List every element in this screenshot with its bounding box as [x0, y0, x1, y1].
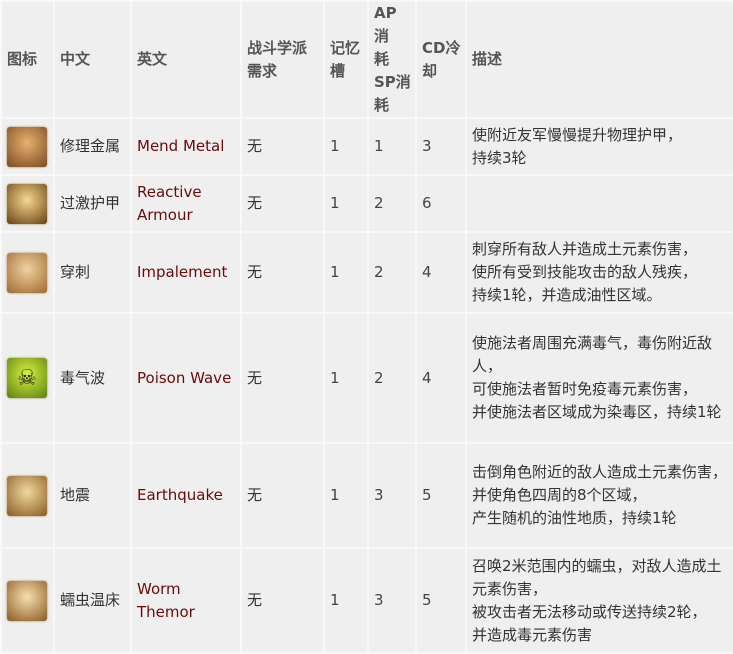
table-row: 穿刺 Impalement 无 1 2 4 刺穿所有敌人并造成土元素伤害， 使所有受到技能攻击… [0, 231, 733, 314]
ap-cost: 3 [367, 547, 417, 654]
chinese-name: 地震 [53, 442, 132, 549]
header-text: 耗 [374, 96, 390, 114]
cooldown: 5 [415, 547, 467, 654]
cooldown: 6 [415, 174, 467, 233]
chinese-name: 修理金属 [53, 117, 132, 176]
english-name: Worm Themor [130, 547, 242, 654]
header-memory-slot: 记忆槽 [323, 0, 369, 119]
header-text: 中文 [60, 50, 91, 68]
description-line: 被攻击者无法移动或传送持续2轮， [472, 602, 707, 621]
english-name: Mend Metal [130, 117, 242, 176]
icon-cell: ☠ [0, 312, 55, 444]
header-english: 英文 [130, 0, 242, 119]
description-line: 刺穿所有敌人并造成土元素伤害， [472, 240, 698, 258]
ap-cost: 2 [367, 312, 417, 444]
cooldown: 5 [415, 442, 467, 549]
memory-slot: 1 [323, 547, 369, 654]
header-cooldown: CD冷却 [415, 0, 467, 119]
school-requirement: 无 [240, 231, 325, 314]
header-text: 图标 [7, 50, 38, 68]
description: 使施法者周围充满毒气，毒伤附近敌人， 可使施法者暂时免疫毒元素伤害， 并使施法者区域… [465, 312, 733, 444]
header-text: 战斗学派 [247, 38, 308, 57]
school-requirement: 无 [240, 442, 325, 549]
school-requirement: 无 [240, 312, 325, 444]
table-row: 蠕虫温床 Worm Themor 无 1 3 5 召唤2米范围内的蠕虫，对敌人造成土元素伤害… [0, 547, 733, 654]
header-text: AP消 [374, 4, 397, 45]
icon-cell [0, 117, 55, 176]
cooldown: 4 [415, 312, 467, 444]
description-line: 使所有受到技能攻击的敌人残疾， [472, 263, 698, 281]
poison-wave-icon: ☠ [7, 358, 47, 398]
english-name: Earthquake [130, 442, 242, 549]
school-requirement: 无 [240, 117, 325, 176]
description-line: 产生随机的油性地质，持续1轮 [472, 509, 677, 527]
table-row: ☠ 毒气波 Poison Wave 无 1 2 4 使施法者周围充满毒气，毒伤附近敌人， 可使施… [0, 312, 733, 444]
chinese-name: 毒气波 [53, 312, 132, 444]
english-name: Poison Wave [130, 312, 242, 444]
header-text: 描述 [472, 50, 503, 68]
ap-cost: 2 [367, 231, 417, 314]
ap-cost: 1 [367, 117, 417, 176]
icon-cell [0, 174, 55, 233]
description-line: 使附近友军慢慢提升物理护甲， [472, 125, 683, 144]
school-requirement: 无 [240, 174, 325, 233]
chinese-name: 穿刺 [53, 231, 132, 314]
header-row: 图标 中文 英文 战斗学派 需求 记忆槽 AP消耗 SP消耗 CD冷却 描述 [0, 0, 733, 119]
memory-slot: 1 [323, 231, 369, 314]
ap-cost: 3 [367, 442, 417, 549]
description [465, 174, 733, 233]
header-text: 耗 [374, 50, 390, 68]
icon-cell [0, 547, 55, 654]
description-line: 使施法者周围充满毒气，毒伤附近敌人， [472, 334, 713, 375]
description: 刺穿所有敌人并造成土元素伤害， 使所有受到技能攻击的敌人残疾， 持续1轮，并造成油性… [465, 231, 733, 314]
header-chinese: 中文 [53, 0, 132, 119]
table-row: 修理金属 Mend Metal 无 1 1 3 使附近友军慢慢提升物理护甲， 持续3轮 [0, 117, 733, 176]
icon-cell [0, 231, 55, 314]
description-line: 击倒角色附近的敌人造成土元素伤害， [472, 463, 728, 481]
header-ap-sp-cost: AP消耗 SP消耗 [367, 0, 417, 119]
description-line: 可使施法者暂时免疫毒元素伤害， [472, 380, 698, 398]
ap-cost: 2 [367, 174, 417, 233]
table-row: 过激护甲 Reactive Armour 无 1 2 6 [0, 174, 733, 233]
memory-slot: 1 [323, 442, 369, 549]
worm-tremor-icon [7, 580, 47, 621]
description-line: 召唤2米范围内的蠕虫，对敌人造成土元素伤害， [472, 556, 722, 598]
description-line: 并使角色四周的8个区域， [472, 486, 647, 504]
english-name: Impalement [130, 231, 242, 314]
school-requirement: 无 [240, 547, 325, 654]
table-row: 地震 Earthquake 无 1 3 5 击倒角色附近的敌人造成土元素伤害， 并使角色四周的… [0, 442, 733, 549]
impalement-icon [7, 252, 47, 293]
header-text: 英文 [137, 50, 168, 68]
memory-slot: 1 [323, 312, 369, 444]
icon-cell [0, 442, 55, 549]
header-text: 需求 [247, 61, 278, 80]
memory-slot: 1 [323, 117, 369, 176]
header-text: SP消 [374, 73, 411, 91]
header-icon: 图标 [0, 0, 55, 119]
description: 使附近友军慢慢提升物理护甲， 持续3轮 [465, 117, 733, 176]
chinese-name: 过激护甲 [53, 174, 132, 233]
description: 召唤2米范围内的蠕虫，对敌人造成土元素伤害， 被攻击者无法移动或传送持续2轮， 并造… [465, 547, 733, 654]
description-line: 持续1轮，并造成油性区域。 [472, 286, 662, 304]
description: 击倒角色附近的敌人造成土元素伤害， 并使角色四周的8个区域， 产生随机的油性地质，持… [465, 442, 733, 549]
chinese-name: 蠕虫温床 [53, 547, 132, 654]
english-name: Reactive Armour [130, 174, 242, 233]
cooldown: 4 [415, 231, 467, 314]
header-school-requirement: 战斗学派 需求 [240, 0, 325, 119]
description-line: 并造成毒元素伤害 [472, 625, 593, 644]
header-description: 描述 [465, 0, 733, 119]
description-line: 并使施法者区域成为染毒区，持续1轮 [472, 403, 722, 421]
description-line: 持续3轮 [472, 148, 527, 167]
memory-slot: 1 [323, 174, 369, 233]
cooldown: 3 [415, 117, 467, 176]
reactive-armour-icon [7, 183, 47, 224]
mend-metal-icon [7, 126, 47, 167]
earthquake-icon [7, 475, 47, 516]
